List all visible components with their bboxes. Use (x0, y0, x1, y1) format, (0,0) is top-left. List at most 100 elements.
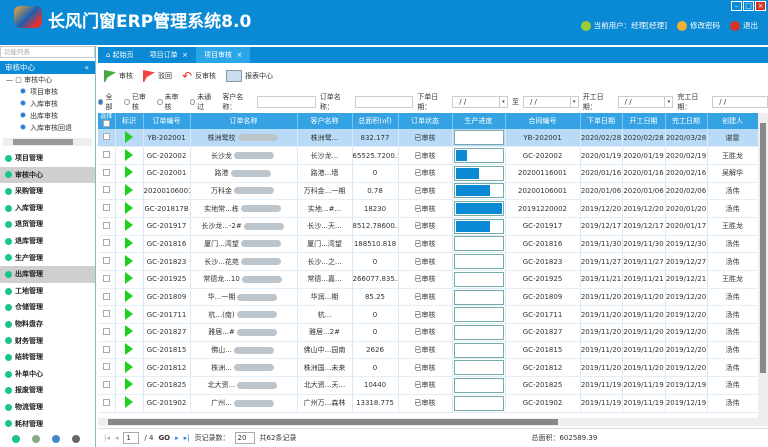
row-checkbox[interactable] (102, 380, 110, 388)
table-row[interactable]: GC-201825 北大资... 北大资...天... 10440 已审核 GC-2018… (98, 376, 758, 395)
row-checkbox[interactable] (102, 239, 110, 247)
row-checkbox[interactable] (102, 151, 110, 159)
sidebar-item[interactable]: 项目管理 (0, 150, 95, 167)
tree-root[interactable]: — ▢ 审核中心 (6, 76, 53, 84)
table-row[interactable]: GC-201925 常德龙...10 常德...嘉... 266077.835... 已… (98, 270, 758, 289)
row-select[interactable] (98, 305, 116, 325)
row-checkbox[interactable] (102, 204, 110, 212)
change-password-link[interactable]: 修改密码 (677, 20, 720, 31)
page-input[interactable]: 1 (123, 432, 140, 444)
row-select[interactable] (98, 394, 116, 413)
prev-page-button[interactable]: ◂ (114, 434, 119, 442)
column-header[interactable]: 总面积(㎡) (352, 113, 399, 129)
column-header[interactable]: 订单名称 (190, 113, 298, 129)
column-header[interactable]: 完工日期 (665, 113, 708, 129)
maximize-button[interactable]: □ (743, 1, 754, 11)
column-header[interactable]: 标识 (115, 113, 144, 129)
tab-home[interactable]: ⌂ 起始页 (106, 51, 134, 59)
radio-approved[interactable]: 已审核 (124, 92, 150, 112)
row-checkbox[interactable] (102, 274, 110, 282)
column-header[interactable]: 订单编号 (143, 113, 191, 129)
sidebar-item[interactable]: 入库管理 (0, 200, 95, 217)
row-checkbox[interactable] (102, 257, 110, 265)
row-checkbox[interactable] (102, 363, 110, 371)
radio-all[interactable]: 全部 (98, 92, 117, 112)
column-header[interactable]: 合同编号 (505, 113, 581, 129)
row-select[interactable] (98, 164, 116, 183)
sidebar-item[interactable]: 出库管理 (0, 266, 95, 283)
finish-date-input[interactable]: / / (712, 96, 768, 108)
sidebar-item[interactable]: 财务管理 (0, 333, 95, 350)
close-tab-icon[interactable]: × (182, 51, 188, 59)
row-select[interactable] (98, 199, 116, 218)
close-tab-icon[interactable]: × (236, 51, 243, 59)
sidebar-item[interactable]: 耗材管理 (0, 416, 95, 433)
logout-link[interactable]: 退出 (730, 20, 758, 31)
function-search[interactable]: 功能列表 (0, 46, 95, 58)
row-select[interactable] (98, 235, 116, 254)
row-checkbox[interactable] (102, 345, 110, 353)
report-center-button[interactable]: 报表中心 (226, 70, 273, 82)
sidebar-item[interactable]: 物流管理 (0, 399, 95, 416)
row-select[interactable] (98, 376, 116, 395)
row-select[interactable] (98, 270, 116, 289)
row-checkbox[interactable] (102, 186, 110, 194)
column-header[interactable]: 订单状态 (398, 113, 453, 129)
row-select[interactable] (98, 146, 116, 165)
unapprove-button[interactable]: ↶ 反审核 (182, 69, 216, 83)
row-checkbox[interactable] (102, 327, 110, 335)
vertical-scrollbar[interactable] (758, 113, 768, 418)
row-select[interactable] (98, 341, 116, 360)
table-row[interactable]: GC-201711 杭...(南) 杭... 0 已审核 GC-201711 2019/11… (98, 305, 758, 325)
table-row[interactable]: GC-201827 雅居...# 雅居...2# 0 已审核 GC-201827 2019/… (98, 323, 758, 342)
row-checkbox[interactable] (102, 133, 110, 141)
sidebar-item[interactable]: 退库管理 (0, 233, 95, 250)
column-header[interactable]: 创建人 (707, 113, 758, 129)
row-checkbox[interactable] (102, 168, 110, 176)
next-page-button[interactable]: ▸ (175, 434, 179, 442)
cart-icon[interactable] (32, 435, 40, 443)
table-row[interactable]: GC-201917 长沙龙...-2# 长沙...天... 8512.78600...… (98, 217, 758, 236)
radio-rejected[interactable]: 未通过 (189, 92, 216, 112)
order-name-input[interactable] (354, 96, 414, 108)
horizontal-scrollbar[interactable] (98, 418, 768, 426)
tab-project-audit[interactable]: 项目审核 × (196, 47, 251, 63)
row-select[interactable] (98, 182, 116, 201)
sidebar-item[interactable]: 补单中心 (0, 366, 95, 383)
module-icon[interactable] (12, 435, 20, 443)
row-checkbox[interactable] (102, 221, 110, 229)
sidebar-item[interactable]: 审核中心 (0, 166, 95, 184)
table-row[interactable]: GC-201809 华...一期 华润...期 85.25 已审核 GC-201809 20… (98, 288, 758, 307)
close-button[interactable]: × (755, 1, 766, 11)
table-row[interactable]: GC-201817B 实地常...栋 实地...#... 18230 已审核 201912… (98, 199, 758, 218)
leaf-icon[interactable] (52, 435, 60, 443)
tree-item[interactable]: 入库审核回退 (6, 122, 95, 134)
column-header[interactable]: 客户名称 (297, 113, 353, 129)
sidebar-item[interactable]: 生产管理 (0, 250, 95, 267)
first-page-button[interactable]: |◂ (104, 434, 110, 442)
table-row[interactable]: GC-201815 佛山... 佛山中...园南 2626 已审核 GC-201815 20… (98, 341, 758, 360)
sidebar-item[interactable]: 采购管理 (0, 183, 95, 200)
table-row[interactable]: 20200106001 万科金 万科金...一期 0.78 已审核 20200106001… (98, 182, 758, 201)
last-page-button[interactable]: ▸| (183, 434, 190, 442)
column-header[interactable]: 选择 (98, 113, 116, 129)
row-select[interactable] (98, 252, 116, 271)
sidebar-item[interactable]: 工地管理 (0, 283, 95, 300)
sidebar-item[interactable]: 结转管理 (0, 349, 95, 366)
order-date-from[interactable]: / / ▾ (452, 96, 508, 108)
row-checkbox[interactable] (102, 310, 110, 318)
order-date-to[interactable]: / / ▾ (522, 96, 579, 108)
collapse-icon[interactable]: « (84, 63, 89, 72)
column-header[interactable]: 开工日期 (622, 113, 666, 129)
row-checkbox[interactable] (102, 398, 110, 406)
tree-item[interactable]: 出库审核 (6, 110, 95, 122)
column-header[interactable]: 下单日期 (580, 113, 623, 129)
go-button[interactable]: GO (158, 434, 171, 442)
sidebar-item[interactable]: 仓储管理 (0, 299, 95, 316)
row-select[interactable] (98, 217, 116, 236)
table-row[interactable]: GC-202001 路港 路港...墙 0 已审核 20200116001 2020/01/… (98, 164, 758, 183)
tab-project-orders[interactable]: 项目订单 × (142, 47, 196, 63)
sidebar-item[interactable]: 物料盘存 (0, 316, 95, 333)
table-row[interactable]: GC-201902 广州... 广州万...森林 13318.775 已审核 GC-201… (98, 394, 758, 413)
sidebar-item[interactable]: 报废管理 (0, 382, 95, 399)
